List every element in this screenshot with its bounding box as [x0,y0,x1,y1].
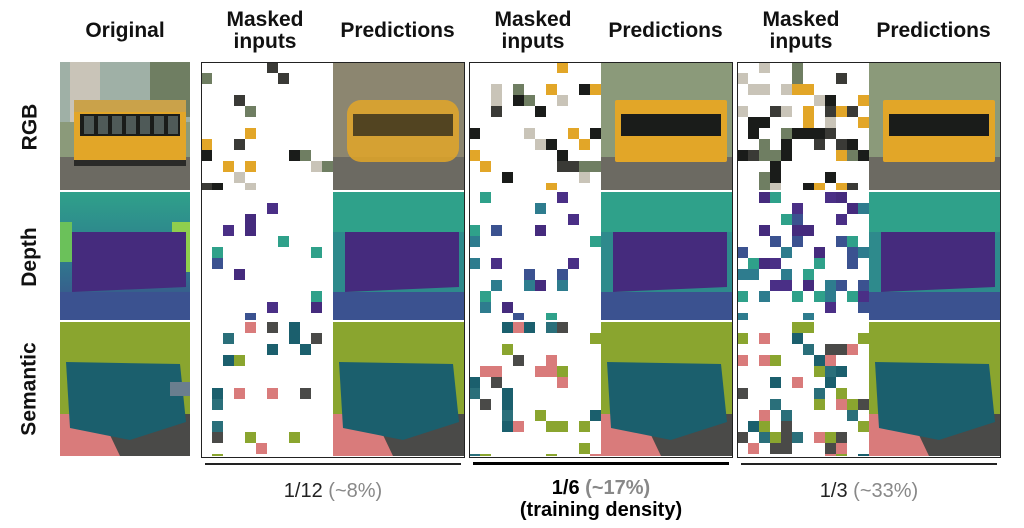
row-label-depth: Depth [18,227,41,287]
prediction-semantic-1 [333,322,465,456]
prediction-semantic-3 [869,322,1001,456]
density-label-1: 1/12 (~8%) [205,480,461,502]
prediction-rgb-1 [333,62,465,190]
prediction-depth-1 [333,192,465,320]
group-rule-2 [473,462,729,465]
original-depth [60,192,190,320]
masked-input-semantic-2 [469,322,601,456]
density-fraction-2: 1/6 [551,477,580,499]
original-rgb [60,62,190,190]
prediction-depth-2 [601,192,733,320]
density-label-2: 1/6 (~17%) (training density) [473,477,729,521]
density-fraction-1: 1/12 [283,480,323,502]
header-predictions-2: Predictions [608,19,723,42]
masked-input-depth-2 [469,192,601,320]
group-rule-3 [741,463,997,465]
density-approx-1: (~8%) [328,480,383,502]
header-masked-inputs-1: Masked inputs [226,8,304,53]
header-masked-inputs-3: Masked inputs [762,8,840,53]
row-label-semantic: Semantic [18,342,41,436]
prediction-rgb-2 [601,62,733,190]
density-note-2: (training density) [519,499,683,521]
masked-input-rgb-2 [469,62,601,190]
density-approx-3: (~33%) [853,480,919,502]
prediction-rgb-3 [869,62,1001,190]
row-label-rgb: RGB [18,103,42,151]
original-semantic [60,322,190,456]
density-label-3: 1/3 (~33%) [741,480,997,502]
header-masked-inputs-2: Masked inputs [494,8,572,53]
masked-input-semantic-1 [201,322,333,456]
masked-input-depth-3 [737,192,869,320]
masked-input-semantic-3 [737,322,869,456]
header-predictions-3: Predictions [876,19,991,42]
masked-input-depth-1 [201,192,333,320]
header-predictions-1: Predictions [340,19,455,42]
masked-input-rgb-3 [737,62,869,190]
masked-input-rgb-1 [201,62,333,190]
density-fraction-3: 1/3 [819,480,848,502]
prediction-depth-3 [869,192,1001,320]
prediction-semantic-2 [601,322,733,456]
group-rule-1 [205,463,461,465]
header-original: Original [85,19,165,42]
density-approx-2: (~17%) [585,477,651,499]
